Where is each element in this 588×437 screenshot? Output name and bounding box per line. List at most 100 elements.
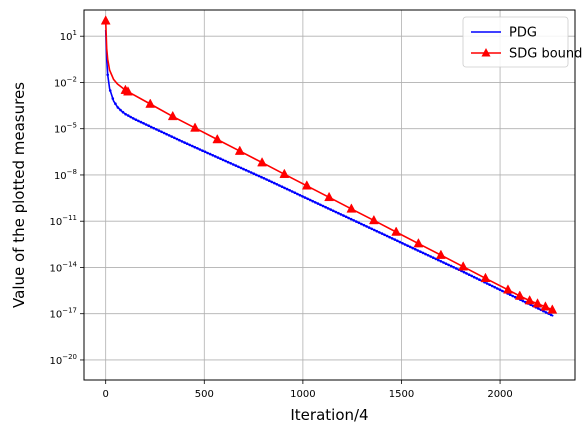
y-tick-base: 10 xyxy=(54,171,67,182)
series-line xyxy=(104,29,554,317)
data-point xyxy=(452,266,456,269)
data-point xyxy=(239,166,243,170)
data-point xyxy=(279,168,290,178)
y-tick-exponent: 1 xyxy=(73,29,77,37)
data-point xyxy=(198,148,202,151)
y-tick-label: 10−20 xyxy=(49,353,77,367)
data-point xyxy=(293,191,297,194)
data-point xyxy=(267,179,271,182)
y-tick-label: 10−14 xyxy=(49,260,77,274)
data-point xyxy=(485,282,489,285)
data-point xyxy=(126,114,130,117)
data-point xyxy=(393,238,397,241)
data-point xyxy=(316,202,320,205)
data-point xyxy=(368,214,379,225)
data-point xyxy=(521,299,525,303)
data-point xyxy=(212,133,223,144)
data-point xyxy=(532,298,543,308)
data-point xyxy=(214,155,217,158)
y-tick-base: 10 xyxy=(49,217,62,228)
data-point xyxy=(370,227,374,231)
data-point xyxy=(378,231,381,234)
x-tick-label: 2000 xyxy=(487,389,512,400)
data-point xyxy=(234,164,238,167)
data-point xyxy=(465,272,468,275)
x-tick-label: 1500 xyxy=(389,389,414,400)
y-tick-base: 10 xyxy=(60,32,73,43)
data-point xyxy=(419,250,422,253)
data-point xyxy=(493,285,497,289)
data-point xyxy=(162,131,166,135)
data-point xyxy=(324,191,335,202)
y-tick-exponent: −2 xyxy=(67,75,77,83)
y-tick-exponent: −11 xyxy=(62,214,77,222)
data-point xyxy=(124,112,127,116)
data-point xyxy=(375,229,379,233)
data-point xyxy=(283,186,286,190)
x-axis-label: Iteration/4 xyxy=(290,406,368,424)
data-point xyxy=(337,211,340,215)
series-sdg-bound xyxy=(100,15,558,314)
data-point xyxy=(303,196,307,199)
data-point xyxy=(201,149,204,152)
data-point xyxy=(383,233,386,237)
data-point xyxy=(462,270,466,274)
data-point xyxy=(352,219,356,222)
data-point xyxy=(288,189,292,192)
data-point xyxy=(119,108,122,112)
data-point xyxy=(449,264,453,268)
data-point xyxy=(190,122,200,132)
data-point xyxy=(203,150,207,154)
data-point xyxy=(237,165,240,169)
data-point xyxy=(458,261,469,271)
data-point xyxy=(306,197,309,201)
data-point xyxy=(170,135,173,138)
legend-label: PDG xyxy=(509,26,537,41)
legend-marker xyxy=(481,48,491,57)
data-point xyxy=(537,307,540,310)
data-point xyxy=(439,260,443,263)
data-point xyxy=(296,192,299,196)
data-point xyxy=(549,313,553,317)
data-point xyxy=(139,120,143,124)
data-point xyxy=(252,172,256,175)
data-point xyxy=(421,251,425,255)
data-point xyxy=(360,222,363,226)
data-point xyxy=(414,248,417,251)
legend-label: SDG bound xyxy=(509,47,582,62)
data-point xyxy=(167,110,178,121)
data-point xyxy=(157,129,161,132)
data-point xyxy=(123,86,133,96)
data-point xyxy=(175,137,179,141)
data-point xyxy=(226,160,230,164)
data-point xyxy=(331,209,335,213)
data-point xyxy=(480,272,491,282)
data-point xyxy=(501,289,504,293)
y-tick-base: 10 xyxy=(54,125,67,136)
x-tick-label: 0 xyxy=(103,389,109,400)
data-point xyxy=(470,274,474,278)
data-point xyxy=(155,128,158,131)
data-point xyxy=(442,261,445,264)
data-point xyxy=(301,195,304,198)
data-point xyxy=(406,244,409,247)
data-point xyxy=(403,243,407,246)
data-point xyxy=(111,97,115,100)
data-point xyxy=(472,275,476,279)
data-point xyxy=(496,287,499,290)
data-point xyxy=(216,156,220,159)
data-point xyxy=(362,223,366,227)
data-point xyxy=(413,238,424,248)
data-point xyxy=(285,187,289,191)
data-point xyxy=(185,142,189,145)
data-point xyxy=(401,242,404,245)
data-point xyxy=(514,290,525,300)
data-point xyxy=(344,215,348,219)
grid xyxy=(84,10,575,380)
data-point xyxy=(221,158,225,162)
data-point xyxy=(137,119,140,123)
legend-item: PDG xyxy=(471,26,537,41)
y-tick-exponent: −20 xyxy=(62,353,77,361)
data-point xyxy=(234,145,245,155)
data-point xyxy=(270,180,274,184)
